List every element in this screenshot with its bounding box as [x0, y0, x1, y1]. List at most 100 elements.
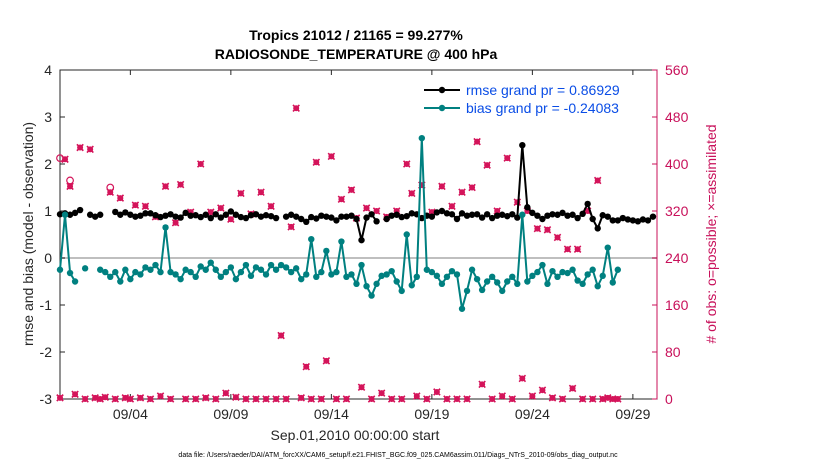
obs-assimilated-dot — [398, 396, 405, 402]
obs-assimilated-dot — [479, 381, 486, 388]
obs-assimilated-dot — [469, 184, 476, 191]
rmse-point — [614, 217, 622, 224]
rmse-point — [338, 213, 345, 220]
obs-assimilated-dot — [579, 396, 586, 402]
rmse-point — [97, 211, 104, 218]
obs-assimilated-dot — [423, 396, 430, 402]
rmse-point — [217, 214, 225, 221]
obs-assimilated-dot — [142, 203, 149, 210]
rmse-point — [554, 211, 561, 218]
obs-assimilated-dot — [428, 209, 435, 216]
obs-assimilated-dot — [408, 190, 415, 197]
obs-assimilated-dot — [157, 393, 164, 400]
obs-assimilated-dot — [318, 396, 325, 402]
rmse-series — [56, 142, 657, 244]
bias-point — [418, 134, 426, 142]
bias-point — [403, 231, 410, 238]
bias-point — [504, 278, 511, 285]
obs-assimilated-dot — [288, 223, 295, 230]
rmse-point — [323, 213, 330, 220]
obs-assimilated-dot — [313, 159, 320, 166]
rmse-point — [644, 217, 652, 224]
x-axis-label: Sep.01,2010 00:00:00 start — [271, 427, 440, 443]
obs-assimilated-dot — [227, 216, 234, 223]
rmse-point — [534, 212, 541, 219]
obs-assimilated-dot — [252, 396, 259, 402]
obs-assimilated-dot — [363, 205, 370, 212]
rmse-point — [333, 217, 340, 224]
bias-point — [137, 271, 144, 278]
rmse-point — [509, 211, 516, 218]
obs-assimilated-dot — [489, 396, 496, 402]
bias-point — [162, 224, 169, 231]
rmse-point — [468, 211, 476, 218]
obs-assimilated-dot — [564, 246, 571, 253]
bias-point — [448, 267, 456, 275]
bias-point — [584, 271, 591, 278]
chart-title-line2: RADIOSONDE_TEMPERATURE @ 400 hPa — [215, 46, 498, 62]
y-right-tick-label: 480 — [665, 109, 689, 125]
obs-assimilated-dot — [474, 138, 481, 145]
obs-assimilated-dot — [278, 332, 285, 339]
rmse-point — [473, 211, 481, 218]
y-right-tick-label: 160 — [665, 297, 689, 313]
obs-assimilated-dot — [197, 161, 204, 167]
bias-point — [468, 266, 476, 273]
obs-assimilated-dot — [127, 396, 134, 402]
rmse-point — [303, 218, 310, 226]
obs-assimilated-dot — [132, 202, 139, 209]
obs-assimilated-dot — [549, 394, 556, 401]
x-tick-label: 09/04 — [113, 406, 148, 422]
rmse-point — [328, 214, 335, 221]
rmse-point — [368, 211, 375, 218]
y-axis-left: -3 -2 -1 0 1 2 3 4 — [40, 62, 65, 407]
bias-point — [423, 266, 431, 273]
rmse-point — [458, 210, 466, 217]
obs-assimilated-dot — [308, 396, 315, 402]
legend-bias-marker — [438, 104, 446, 112]
bias-point — [473, 275, 481, 283]
bias-point — [323, 247, 330, 255]
x-tick-label: 09/29 — [615, 406, 650, 422]
rmse-point — [594, 225, 601, 232]
bias-point — [488, 273, 496, 280]
bias-point — [172, 271, 179, 278]
rmse-point — [343, 213, 350, 220]
rmse-point — [569, 211, 576, 218]
obs-assimilated-dot — [499, 393, 506, 400]
y-left-tick-label: -3 — [40, 391, 53, 407]
bias-point — [534, 268, 541, 276]
bias-point — [308, 236, 315, 243]
obs-assimilated-dot — [338, 196, 345, 203]
rmse-point — [167, 211, 174, 218]
bias-point — [614, 266, 622, 273]
bias-point — [564, 269, 571, 277]
bias-point — [292, 265, 300, 272]
obs-assimilated-dot — [328, 153, 335, 160]
plot-area — [59, 69, 658, 400]
obs-assimilated-dot — [534, 225, 541, 232]
bias-point — [107, 273, 114, 280]
obs-assimilated-dot — [358, 384, 365, 391]
y-right-tick-label: 320 — [665, 203, 689, 219]
obs-assimilated-dot — [368, 396, 375, 402]
chart-title-line1: Tropics 21012 / 21165 = 99.277% — [249, 27, 463, 43]
bias-point — [61, 211, 69, 218]
rmse-point — [564, 212, 571, 219]
bias-point — [187, 268, 194, 276]
rmse-point — [147, 210, 154, 217]
obs-assimilated-dot — [87, 146, 94, 153]
bias-point — [373, 280, 380, 288]
bias-point — [202, 266, 209, 273]
bias-point — [298, 275, 305, 283]
obs-assimilated-dot — [303, 363, 310, 370]
obs-assimilated-dot — [413, 393, 420, 400]
obs-count-markers — [56, 104, 622, 403]
rmse-point — [192, 212, 199, 219]
bias-point — [117, 278, 124, 285]
obs-assimilated-dot — [448, 203, 455, 210]
bias-point — [333, 268, 340, 276]
obs-assimilated-dot — [172, 219, 179, 226]
bias-point — [428, 268, 436, 276]
obs-assimilated-dot — [112, 396, 119, 402]
